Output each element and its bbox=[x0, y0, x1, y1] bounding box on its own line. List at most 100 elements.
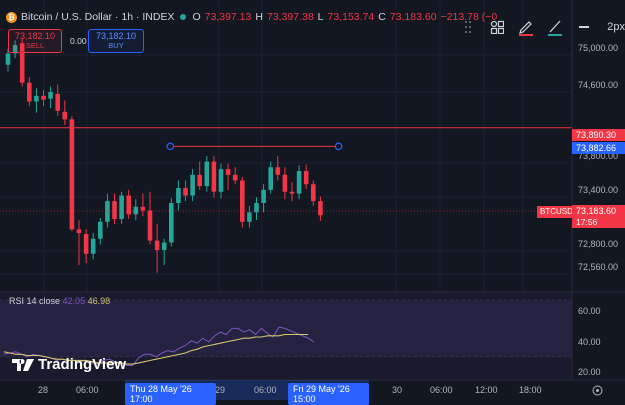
bar-countdown: 17:56 bbox=[572, 216, 625, 228]
candle-body bbox=[161, 242, 167, 251]
spread-value: 0.00 bbox=[70, 36, 87, 46]
candle-body bbox=[69, 119, 75, 230]
rsi-ma-line bbox=[3, 333, 309, 365]
symbol-legend[interactable]: ₿ Bitcoin / U.S. Dollar · 1h · INDEX O 73… bbox=[6, 11, 497, 23]
candle-body bbox=[183, 187, 188, 196]
candle-body bbox=[282, 174, 288, 192]
price-tick: 72,560.00 bbox=[578, 262, 619, 272]
rsi-label: RSI 14 close bbox=[9, 296, 61, 306]
candle-body bbox=[112, 201, 117, 219]
rsi-tick: 40.00 bbox=[578, 337, 601, 347]
rsi-value: 42.05 bbox=[62, 296, 86, 306]
ray-start-handle bbox=[166, 142, 175, 151]
candle-body bbox=[289, 191, 295, 194]
candle-body bbox=[218, 169, 224, 192]
candle-body bbox=[105, 201, 110, 222]
candle-body bbox=[126, 195, 131, 215]
candle-body bbox=[140, 206, 146, 211]
price-tick: 75,000.00 bbox=[578, 43, 619, 53]
candle-body bbox=[48, 92, 53, 99]
candle-body bbox=[197, 174, 202, 187]
time-tick: 30 bbox=[392, 385, 403, 395]
candle-body bbox=[303, 171, 309, 185]
candle-body bbox=[19, 43, 25, 83]
buy-price: 73,182.10 bbox=[95, 31, 137, 41]
candle-body bbox=[296, 171, 302, 194]
candle-body bbox=[211, 161, 217, 192]
time-tick: 29 bbox=[215, 385, 226, 395]
candle-body bbox=[62, 111, 68, 120]
horizontal-line-price-label: 73,890.30 bbox=[572, 129, 625, 141]
candle-body bbox=[169, 203, 174, 243]
price-tick: 72,800.00 bbox=[578, 239, 619, 249]
candle-body bbox=[204, 161, 210, 187]
line-width-icon[interactable] bbox=[572, 15, 595, 39]
rsi-line bbox=[3, 326, 315, 366]
time-tick: 06:00 bbox=[254, 385, 277, 395]
candle-body bbox=[119, 195, 124, 219]
drag-handle-icon[interactable] bbox=[456, 15, 479, 39]
candle-body bbox=[225, 169, 231, 175]
drawing-toolbar: 2px bbox=[456, 14, 625, 40]
candle-body bbox=[98, 221, 103, 239]
price-tick: 74,600.00 bbox=[578, 80, 619, 90]
candle-body bbox=[27, 82, 32, 102]
sell-button[interactable]: 73,182.10 SELL bbox=[8, 29, 62, 53]
current-price-label: 73,183.60 bbox=[572, 205, 625, 217]
templates-icon[interactable] bbox=[485, 15, 508, 39]
buy-button[interactable]: 73,182.10 BUY bbox=[88, 29, 144, 53]
candle-body bbox=[55, 93, 60, 111]
symbol-title[interactable]: Bitcoin / U.S. Dollar · 1h · INDEX bbox=[21, 11, 175, 23]
time-tick: 06:00 bbox=[430, 385, 453, 395]
candle-body bbox=[240, 180, 245, 222]
time-axis[interactable]: 28 06:00 29 06:00 30 06:00 12:00 18:00 T… bbox=[0, 380, 625, 405]
candle-body bbox=[90, 238, 96, 254]
ray-drawing[interactable] bbox=[166, 142, 343, 151]
candle-body bbox=[176, 187, 181, 204]
price-tick: 73,800.00 bbox=[578, 151, 619, 161]
high-key: H bbox=[255, 11, 263, 23]
bitcoin-icon: ₿ bbox=[6, 11, 17, 23]
time-zone-settings-icon[interactable] bbox=[592, 385, 603, 396]
candle-body bbox=[311, 184, 316, 202]
candle-body bbox=[41, 95, 46, 100]
candle-body bbox=[190, 174, 195, 196]
low-key: L bbox=[317, 11, 324, 23]
change-value: −213.78 (−0 bbox=[440, 11, 498, 23]
rsi-tick: 60.00 bbox=[578, 306, 601, 316]
line-color-icon[interactable] bbox=[514, 15, 537, 39]
candle-body bbox=[318, 201, 323, 216]
low-value: 73,153.74 bbox=[327, 11, 375, 23]
candle-body bbox=[261, 189, 266, 204]
rsi-legend[interactable]: RSI 14 close 42.05 46.98 bbox=[9, 296, 110, 306]
candle-body bbox=[154, 240, 160, 251]
time-cursor-start-label: Thu 28 May '26 17:00 bbox=[125, 383, 216, 405]
candle-body bbox=[133, 206, 139, 215]
line-width-button[interactable]: 2px bbox=[607, 21, 625, 33]
candle-body bbox=[83, 234, 89, 254]
candle-body bbox=[268, 167, 273, 190]
time-tick: 28 bbox=[38, 385, 49, 395]
candle-body bbox=[34, 95, 39, 102]
candle-body bbox=[275, 167, 281, 175]
time-tick: 12:00 bbox=[475, 385, 498, 395]
candlestick-series bbox=[5, 38, 323, 273]
candle-body bbox=[247, 212, 252, 222]
time-cursor-end-label: Fri 29 May '26 15:00 bbox=[288, 383, 369, 405]
rsi-series bbox=[3, 326, 315, 366]
candle-body bbox=[12, 45, 18, 54]
close-value: 73,183.60 bbox=[389, 11, 437, 23]
sell-price: 73,182.10 bbox=[14, 31, 56, 41]
open-key: O bbox=[192, 11, 201, 23]
rsi-pane-background bbox=[0, 292, 572, 380]
candle-body bbox=[147, 210, 153, 241]
candle-body bbox=[254, 203, 259, 213]
time-tick: 06:00 bbox=[76, 385, 99, 395]
market-status-icon bbox=[180, 14, 187, 20]
tradingview-logo[interactable]: TradingView bbox=[12, 356, 126, 373]
line-style-icon[interactable] bbox=[543, 15, 566, 39]
open-value: 73,397.13 bbox=[204, 11, 252, 23]
ray-end-handle bbox=[334, 142, 343, 151]
high-value: 73,397.38 bbox=[266, 11, 314, 23]
